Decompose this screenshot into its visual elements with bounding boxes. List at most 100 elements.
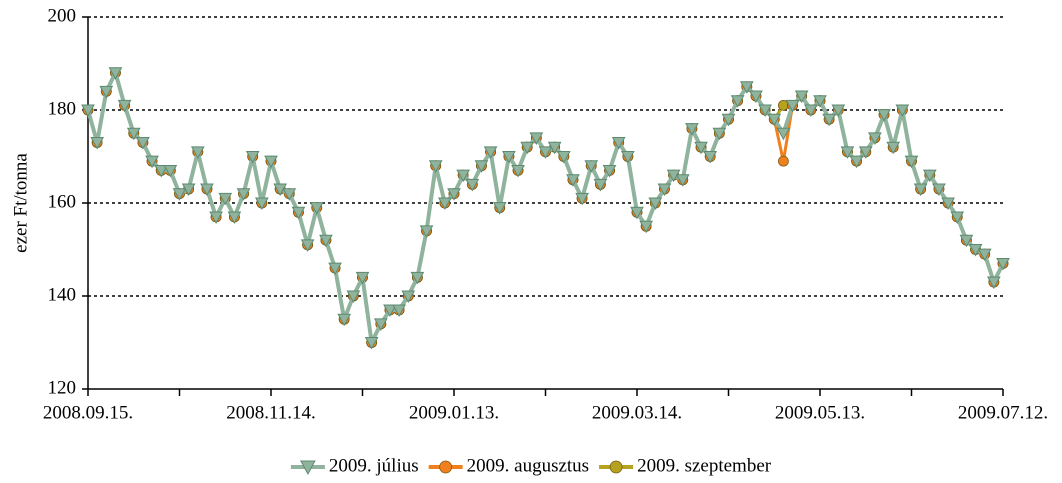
- data-point: [538, 146, 553, 159]
- data-point: [547, 141, 562, 155]
- data-point: [428, 160, 443, 173]
- data-point: [602, 164, 617, 178]
- data-point: [200, 183, 214, 197]
- data-point: [666, 169, 681, 183]
- data-point: [556, 151, 571, 164]
- y-tick-label: 180: [48, 98, 77, 119]
- y-tick-label: 160: [48, 191, 77, 212]
- data-point: [694, 141, 708, 155]
- data-point: [108, 67, 123, 80]
- data-point: [840, 146, 855, 159]
- data-point: [922, 169, 937, 183]
- x-tick-label: 2009.03.14.: [592, 402, 682, 423]
- data-point: [977, 248, 992, 262]
- data-point: [81, 104, 95, 118]
- data-point: [364, 337, 379, 350]
- x-tick-label: 2008.11.14.: [226, 402, 316, 423]
- data-point: [804, 104, 818, 118]
- data-point: [721, 113, 736, 127]
- data-point: [813, 95, 827, 108]
- legend-marker: [300, 460, 316, 476]
- data-point: [520, 141, 535, 155]
- data-point: [447, 188, 461, 201]
- data-point: [730, 95, 745, 108]
- data-point: [236, 188, 251, 201]
- data-point: [712, 127, 727, 141]
- data-point: [987, 276, 1001, 290]
- legend-marker: [609, 460, 623, 474]
- x-tick-label: 2009.07.12.: [958, 402, 1048, 423]
- data-point: [657, 183, 672, 197]
- data-point: [648, 197, 663, 211]
- data-point: [849, 155, 864, 169]
- data-point: [465, 178, 480, 192]
- data-point: [90, 137, 104, 150]
- data-point: [639, 220, 653, 234]
- data-point: [245, 151, 260, 164]
- data-point: [502, 151, 516, 164]
- data-point: [355, 271, 370, 285]
- data-point: [621, 151, 635, 164]
- data-point: [932, 183, 946, 197]
- data-point: [291, 206, 306, 220]
- data-point: [163, 164, 178, 178]
- data-point: [566, 174, 580, 187]
- data-point: [749, 90, 763, 104]
- data-point: [392, 304, 406, 317]
- data-point: [941, 197, 955, 211]
- data-point: [675, 174, 690, 187]
- data-point: [383, 304, 397, 317]
- series-line: [86, 71, 1005, 344]
- data-point: [758, 104, 772, 118]
- legend: 2009. július 2009. augusztus 2009. szeptem…: [290, 455, 772, 476]
- data-point: [968, 244, 983, 257]
- data-point: [739, 81, 754, 94]
- data-point: [209, 211, 223, 224]
- y-tick-label: 140: [48, 284, 77, 305]
- data-point: [492, 202, 507, 215]
- data-point: [373, 318, 388, 331]
- data-point: [264, 155, 278, 169]
- data-point: [126, 127, 141, 141]
- data-point: [511, 164, 525, 178]
- data-point: [959, 234, 974, 248]
- data-point: [822, 113, 836, 127]
- data-point: [886, 141, 901, 155]
- data-point: [456, 169, 470, 183]
- data-point: [300, 239, 315, 252]
- data-point: [776, 127, 791, 141]
- x-tick-label: 2008.09.15.: [43, 402, 133, 423]
- data-point: [913, 183, 928, 197]
- data-point: [438, 197, 452, 211]
- data-point: [584, 160, 599, 173]
- data-point: [218, 192, 233, 206]
- data-point: [611, 137, 626, 150]
- data-point: [319, 234, 333, 248]
- data-point: [767, 113, 782, 127]
- data-point: [895, 104, 910, 118]
- data-point: [785, 99, 800, 113]
- data-point: [950, 211, 965, 224]
- series: [81, 67, 1010, 350]
- data-point: [227, 211, 242, 224]
- data-point: [868, 132, 882, 145]
- data-point: [181, 183, 196, 197]
- x-tick-label: 2009.05.13.: [775, 402, 865, 423]
- data-point: [145, 155, 159, 169]
- data-point: [685, 123, 699, 136]
- data-point: [401, 290, 416, 304]
- data-point: [136, 137, 150, 150]
- data-point: [154, 164, 169, 178]
- data-point: [410, 271, 425, 285]
- data-point: [703, 151, 718, 164]
- data-point: [575, 192, 589, 206]
- data-point: [831, 104, 846, 118]
- data-point: [328, 262, 342, 276]
- data-point: [273, 183, 287, 197]
- data-point: [778, 155, 789, 167]
- data-point: [593, 178, 608, 192]
- data-point: [474, 160, 489, 173]
- y-tick-label: 120: [48, 377, 77, 398]
- data-point: [419, 225, 434, 238]
